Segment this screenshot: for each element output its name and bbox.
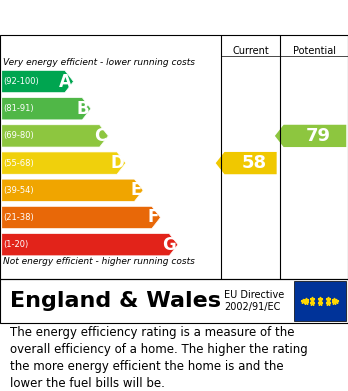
Polygon shape: [2, 152, 126, 174]
Text: D: D: [110, 154, 124, 172]
Text: England & Wales: England & Wales: [10, 291, 221, 311]
Text: (81-91): (81-91): [3, 104, 34, 113]
Text: B: B: [77, 100, 89, 118]
Text: (21-38): (21-38): [3, 213, 34, 222]
Text: Very energy efficient - lower running costs: Very energy efficient - lower running co…: [3, 58, 196, 67]
Text: Not energy efficient - higher running costs: Not energy efficient - higher running co…: [3, 257, 195, 266]
Text: (69-80): (69-80): [3, 131, 34, 140]
Text: (92-100): (92-100): [3, 77, 39, 86]
Polygon shape: [275, 125, 346, 147]
Text: (1-20): (1-20): [3, 240, 29, 249]
Polygon shape: [2, 98, 91, 120]
Text: EU Directive
2002/91/EC: EU Directive 2002/91/EC: [224, 290, 285, 312]
Text: 58: 58: [242, 154, 267, 172]
Text: (39-54): (39-54): [3, 186, 34, 195]
Text: E: E: [130, 181, 141, 199]
Text: G: G: [163, 236, 176, 254]
Text: Current: Current: [232, 46, 269, 56]
Text: Potential: Potential: [293, 46, 335, 56]
Polygon shape: [2, 206, 160, 229]
Text: (55-68): (55-68): [3, 159, 34, 168]
Polygon shape: [2, 125, 108, 147]
Text: C: C: [94, 127, 106, 145]
Polygon shape: [2, 233, 178, 256]
Text: The energy efficiency rating is a measure of the
overall efficiency of a home. T: The energy efficiency rating is a measur…: [10, 326, 308, 390]
Text: Energy Efficiency Rating: Energy Efficiency Rating: [10, 10, 220, 25]
Text: 79: 79: [306, 127, 331, 145]
Text: F: F: [148, 208, 159, 226]
Polygon shape: [2, 70, 73, 93]
Polygon shape: [2, 179, 143, 201]
Bar: [294, 281, 346, 321]
Polygon shape: [216, 152, 277, 174]
Text: A: A: [59, 72, 72, 91]
